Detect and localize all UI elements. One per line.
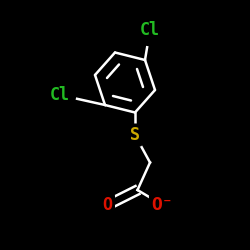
Text: Cl: Cl	[50, 86, 70, 104]
Text: Cl: Cl	[140, 21, 160, 39]
Text: S: S	[130, 126, 140, 144]
Text: O: O	[102, 196, 113, 214]
Text: O⁻: O⁻	[152, 196, 174, 214]
